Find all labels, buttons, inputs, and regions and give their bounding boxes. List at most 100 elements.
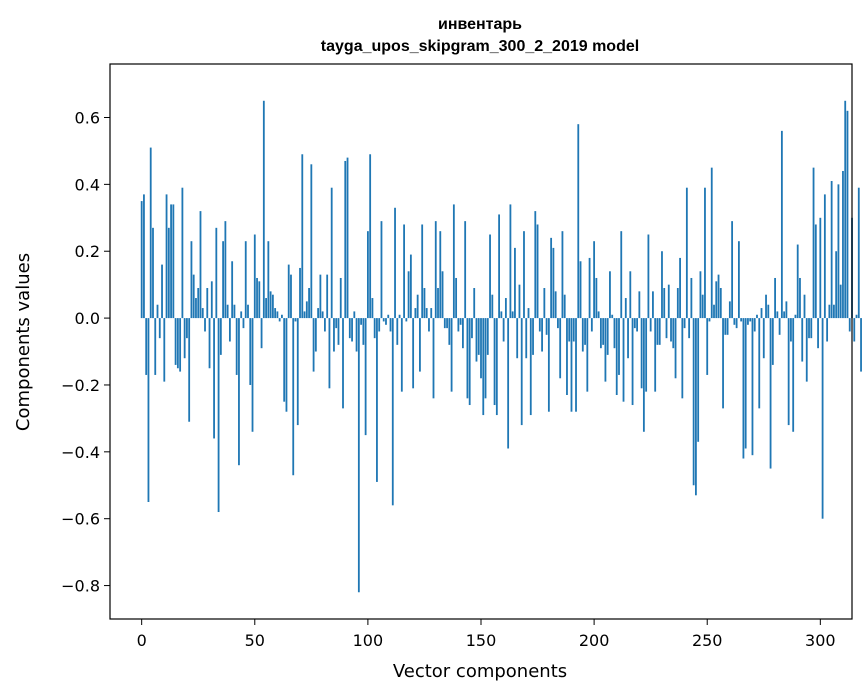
bar-component-69 bbox=[296, 318, 299, 426]
bar-component-226 bbox=[652, 291, 654, 319]
bar-component-81 bbox=[324, 318, 326, 332]
bar-component-195 bbox=[581, 318, 584, 352]
bar-component-129 bbox=[432, 318, 435, 399]
bar-component-106 bbox=[380, 221, 383, 319]
x-tick-label: 150 bbox=[466, 631, 497, 650]
bar-component-121 bbox=[414, 308, 417, 319]
bar-component-128 bbox=[430, 308, 433, 319]
bar-component-198 bbox=[588, 257, 591, 319]
bar-component-268 bbox=[747, 318, 749, 325]
bar-component-239 bbox=[681, 318, 684, 399]
bar-component-157 bbox=[495, 318, 498, 416]
bar-component-271 bbox=[753, 318, 756, 332]
bar-component-316 bbox=[855, 314, 858, 319]
bar-component-210 bbox=[615, 318, 618, 395]
bar-component-250 bbox=[706, 318, 709, 375]
bar-component-312 bbox=[846, 110, 849, 319]
bar-component-284 bbox=[783, 311, 786, 319]
y-tick-label: 0.6 bbox=[75, 108, 100, 127]
y-tick-label: −0.2 bbox=[61, 376, 100, 395]
bar-component-196 bbox=[584, 318, 586, 345]
bar-component-273 bbox=[758, 318, 761, 409]
y-axis-ticks: 0.6 0.4 0.2 0.0 −0.2 −0.4 −0.6 −0.8 bbox=[61, 108, 110, 596]
bar-component-285 bbox=[785, 301, 788, 319]
bar-component-2 bbox=[145, 318, 148, 375]
bar-component-278 bbox=[769, 318, 772, 469]
bar-component-168 bbox=[520, 318, 523, 426]
bar-component-130 bbox=[434, 221, 437, 319]
bar-component-150 bbox=[480, 318, 482, 379]
bar-component-133 bbox=[441, 271, 444, 319]
bar-component-299 bbox=[817, 318, 819, 349]
bar-component-276 bbox=[765, 294, 767, 319]
bar-component-238 bbox=[679, 257, 681, 319]
bar-component-18 bbox=[181, 187, 184, 319]
bar-component-23 bbox=[192, 274, 195, 319]
bar-component-199 bbox=[590, 318, 593, 332]
bar-component-309 bbox=[839, 284, 842, 319]
x-tick-label: 0 bbox=[137, 631, 147, 650]
bar-component-216 bbox=[629, 271, 632, 319]
bar-component-102 bbox=[371, 298, 374, 319]
bar-component-187 bbox=[563, 294, 566, 319]
bar-component-172 bbox=[529, 318, 532, 416]
bar-component-311 bbox=[844, 100, 847, 319]
bar-component-293 bbox=[803, 294, 806, 319]
bar-component-53 bbox=[260, 318, 263, 349]
bar-component-141 bbox=[459, 318, 462, 325]
bar-component-54 bbox=[262, 100, 265, 319]
bar-component-17 bbox=[179, 318, 182, 372]
bar-component-148 bbox=[475, 318, 478, 362]
bar-component-40 bbox=[231, 261, 234, 319]
bar-component-79 bbox=[319, 274, 322, 319]
bar-component-214 bbox=[624, 298, 627, 319]
bar-component-313 bbox=[848, 318, 851, 332]
bar-component-173 bbox=[532, 318, 534, 355]
bar-component-110 bbox=[389, 318, 392, 332]
bar-component-211 bbox=[618, 318, 620, 375]
bar-component-227 bbox=[654, 318, 657, 392]
bar-component-218 bbox=[633, 318, 636, 329]
bar-component-253 bbox=[713, 304, 715, 319]
bar-component-131 bbox=[437, 288, 439, 319]
bar-component-287 bbox=[790, 318, 792, 342]
bar-component-262 bbox=[733, 318, 736, 325]
bar-component-64 bbox=[285, 318, 288, 412]
bar-component-260 bbox=[728, 301, 731, 319]
bar-component-66 bbox=[290, 274, 292, 319]
bar-component-98 bbox=[362, 318, 365, 345]
bar-component-51 bbox=[256, 277, 258, 319]
bar-component-289 bbox=[794, 314, 797, 319]
bar-component-171 bbox=[527, 308, 530, 319]
bar-component-62 bbox=[281, 314, 283, 319]
bar-component-237 bbox=[676, 288, 679, 319]
bar-component-297 bbox=[812, 167, 815, 319]
bar-component-176 bbox=[538, 318, 541, 332]
bar-component-10 bbox=[163, 318, 166, 382]
bar-component-279 bbox=[771, 318, 774, 365]
bar-component-192 bbox=[575, 318, 577, 412]
bar-component-29 bbox=[206, 288, 209, 319]
bar-component-272 bbox=[756, 314, 758, 319]
bar-component-219 bbox=[636, 318, 638, 332]
bar-component-94 bbox=[353, 311, 356, 319]
bar-component-151 bbox=[482, 318, 485, 416]
bar-component-72 bbox=[303, 311, 306, 319]
bar-component-232 bbox=[665, 318, 668, 339]
bar-component-222 bbox=[642, 318, 645, 432]
bar-component-140 bbox=[457, 318, 460, 332]
bar-component-142 bbox=[462, 318, 464, 349]
bar-component-108 bbox=[385, 318, 387, 325]
bar-component-275 bbox=[762, 318, 765, 359]
bar-component-39 bbox=[228, 318, 231, 342]
bar-component-61 bbox=[278, 318, 281, 322]
bar-component-26 bbox=[199, 211, 202, 319]
bar-component-134 bbox=[443, 318, 446, 329]
bar-component-112 bbox=[394, 207, 396, 319]
bar-component-78 bbox=[317, 308, 320, 319]
bar-component-8 bbox=[158, 318, 161, 339]
bar-component-190 bbox=[570, 318, 573, 412]
bar-component-281 bbox=[776, 311, 779, 319]
bar-component-233 bbox=[667, 284, 670, 319]
bar-component-75 bbox=[310, 164, 313, 319]
